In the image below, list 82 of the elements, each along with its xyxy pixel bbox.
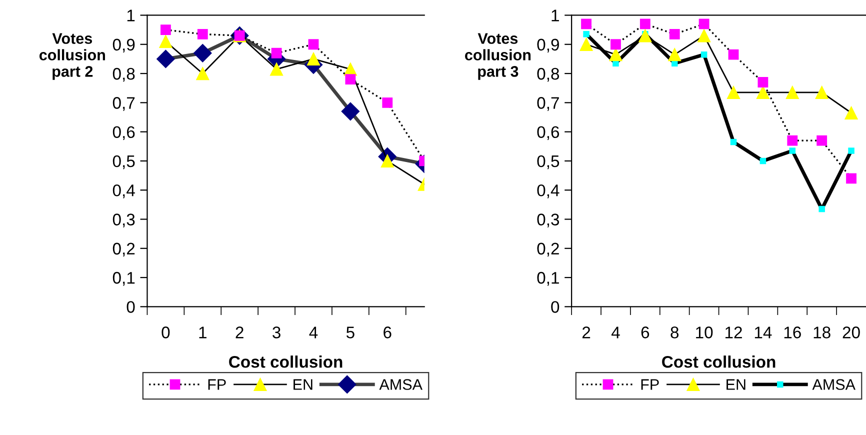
y-tick-label: 1 [127,10,135,22]
point [669,28,680,40]
point [640,18,650,30]
point [306,52,320,66]
y-tick-label: 0,3 [537,214,560,228]
x-tick-label: 2 [582,326,590,338]
legend-label: EN [726,379,746,390]
point [196,66,210,80]
y-tick-label: 0,5 [537,155,560,170]
y-tick-label: 0,2 [112,242,135,257]
legend-label: EN [294,379,312,390]
point [271,48,282,58]
x-tick-label: 18 [814,326,830,338]
point [726,86,740,100]
y-tick-label: 0,3 [112,214,135,228]
x-tick-label: 1 [199,326,206,338]
point [844,106,858,120]
point [697,29,711,42]
y-tick-label: 0,6 [112,126,135,140]
point [610,39,621,50]
point [638,29,652,42]
point [758,77,768,88]
y-axis-title: Votes collusion part 3 [465,33,531,80]
x-tick-label: 4 [309,326,318,338]
point [787,135,798,146]
point [668,48,682,62]
point [156,50,175,68]
y-tick-label: 0 [551,301,560,313]
y-tick-label: 0,5 [112,155,135,170]
point [728,49,739,60]
legend-label: FP [641,379,659,390]
x-tick-label: 2 [236,326,244,338]
x-tick-label: 4 [611,326,620,338]
x-tick-label: 0 [162,326,170,338]
point [581,18,592,30]
x-tick-label: 6 [641,326,650,338]
y-tick-label: 0,4 [112,184,135,198]
y-tick-label: 0,8 [112,68,135,82]
y-tick-label: 0,9 [112,38,135,53]
point [341,102,360,121]
y-tick-label: 0 [126,301,135,313]
point [160,24,171,36]
point [270,62,284,76]
y-tick-label: 0,6 [537,126,560,140]
x-tick-label: 12 [726,326,742,338]
x-tick-label: 20 [842,326,860,338]
y-tick-label: 1 [552,10,559,22]
y-tick-label: 0,9 [537,38,559,53]
x-axis-title: Cost collusion [229,356,342,368]
point [308,39,319,50]
x-tick-label: 3 [272,326,280,338]
point [580,38,593,51]
point [159,34,172,48]
y-tick-label: 0,7 [112,97,135,111]
point [756,86,770,100]
x-axis-title: Cost collusion [662,356,776,368]
point [815,86,828,100]
y-tick-label: 0,1 [537,272,559,286]
point [609,48,622,62]
x-tick-label: 6 [384,326,392,338]
point [816,135,828,146]
point [786,86,799,100]
y-tick-label: 0,7 [537,97,559,111]
x-tick-label: 10 [696,326,713,338]
x-tick-label: 14 [754,326,772,338]
x-tick-label: 16 [784,326,801,338]
point [345,74,356,85]
point [193,44,212,62]
x-tick-label: 8 [670,326,679,338]
y-tick-label: 0,2 [537,242,559,257]
legend-label: AMSA [812,379,856,390]
legend-label: FP [208,379,226,390]
x-tick-label: 5 [346,326,354,338]
point [698,18,710,30]
point [846,173,856,184]
y-tick-label: 0,4 [537,184,560,198]
point [382,97,393,108]
point [197,28,208,40]
y-tick-label: 0,8 [537,68,560,82]
y-axis-title: Votes collusion part 2 [39,33,105,80]
y-tick-label: 0,1 [112,272,135,286]
legend-label: AMSA [379,379,422,390]
